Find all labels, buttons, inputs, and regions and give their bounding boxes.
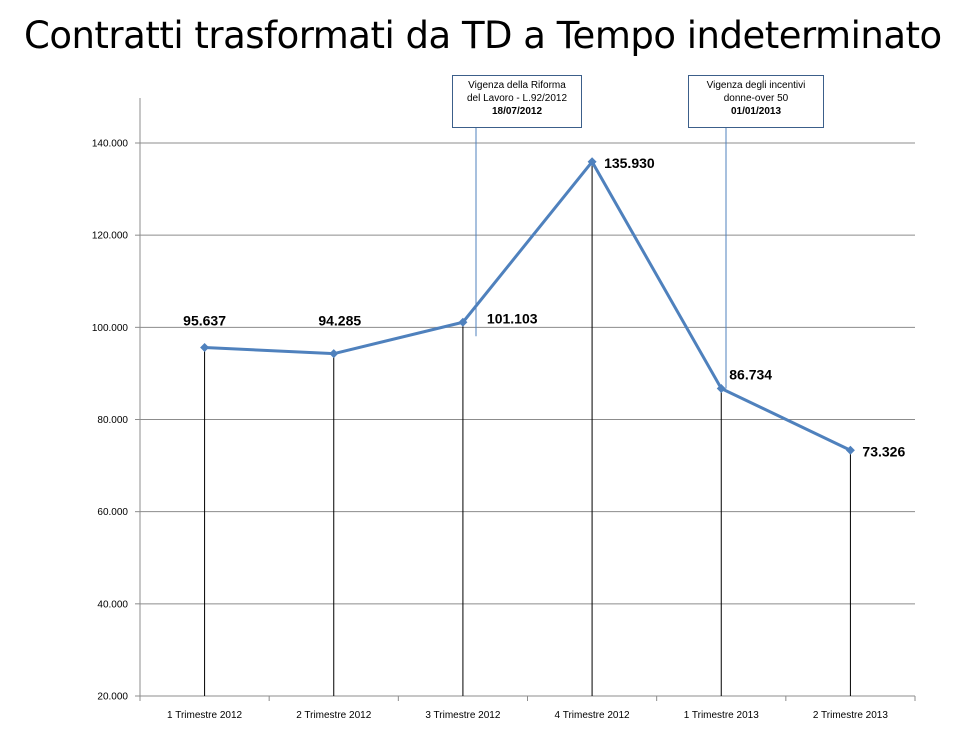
axes xyxy=(135,98,916,701)
data-point xyxy=(200,342,210,352)
y-tick-label: 120.000 xyxy=(92,231,129,242)
annotation-date: 01/01/2013 xyxy=(730,106,782,117)
y-tick-label: 140.000 xyxy=(92,139,129,150)
data-point xyxy=(587,157,597,167)
series xyxy=(200,157,855,455)
annotation-line: Vigenza della Riforma xyxy=(468,80,566,91)
data-label: 101.103 xyxy=(487,310,538,326)
annotation-incentivi: Vigenza degli incentivi donne-over 50 01… xyxy=(688,75,824,128)
annotation-lines xyxy=(475,128,727,389)
data-point xyxy=(845,445,855,455)
x-tick-label: 4 Trimestre 2012 xyxy=(555,710,630,721)
data-label: 73.326 xyxy=(862,443,905,459)
page-title: Contratti trasformati da TD a Tempo inde… xyxy=(24,14,942,57)
data-label: 94.285 xyxy=(318,313,361,329)
y-tick-label: 40.000 xyxy=(97,599,128,610)
x-tick-label: 2 Trimestre 2012 xyxy=(296,710,371,721)
gridlines xyxy=(140,142,915,697)
data-label: 135.930 xyxy=(604,155,655,171)
data-point xyxy=(329,349,339,359)
y-tick-label: 20.000 xyxy=(97,692,128,703)
annotation-line: donne-over 50 xyxy=(723,93,789,104)
x-tick-label: 1 Trimestre 2013 xyxy=(684,710,759,721)
y-tick-label: 60.000 xyxy=(97,507,128,518)
annotation-line: del Lavoro - L.92/2012 xyxy=(466,93,568,104)
y-tick-label: 100.000 xyxy=(92,323,129,334)
series-line xyxy=(204,160,852,452)
annotation-riforma-lavoro: Vigenza della Riforma del Lavoro - L.92/… xyxy=(452,75,582,128)
data-point xyxy=(458,317,468,327)
labels: 20.000 40.000 60.000 80.000 100.000 120.000 14… xyxy=(92,139,906,722)
annotation-line: Vigenza degli incentivi xyxy=(706,80,806,91)
data-point xyxy=(716,383,726,393)
data-label: 86.734 xyxy=(729,366,772,382)
drop-lines xyxy=(204,161,851,696)
data-label: 95.637 xyxy=(183,312,226,328)
y-tick-label: 80.000 xyxy=(97,415,128,426)
x-tick-label: 2 Trimestre 2013 xyxy=(813,710,888,721)
x-tick-label: 3 Trimestre 2012 xyxy=(425,710,500,721)
x-tick-label: 1 Trimestre 2012 xyxy=(167,710,242,721)
annotation-date: 18/07/2012 xyxy=(491,106,543,117)
